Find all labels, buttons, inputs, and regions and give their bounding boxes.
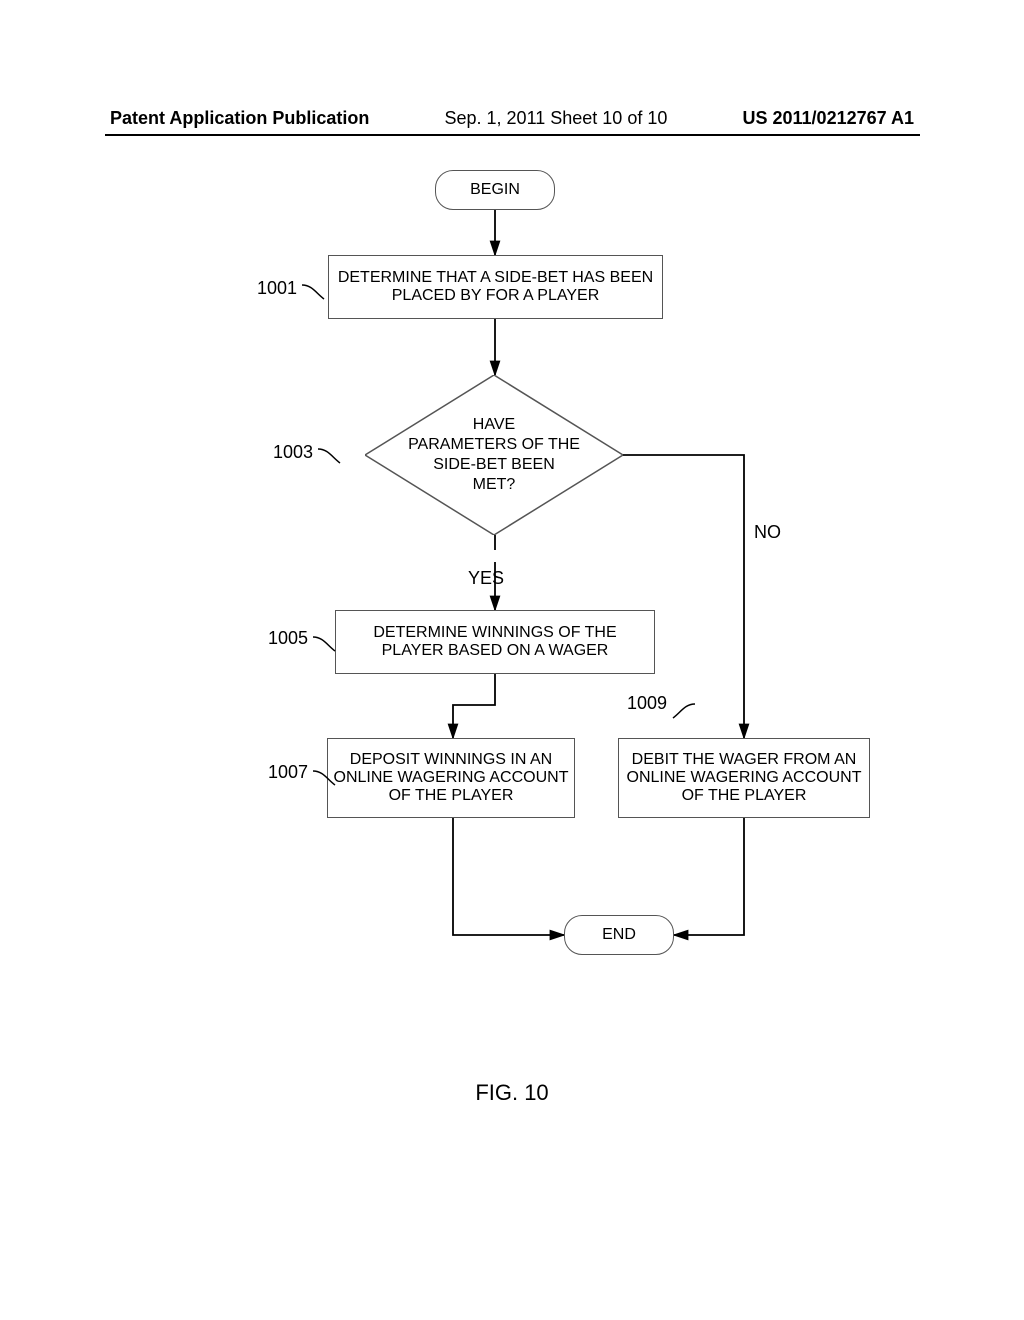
node-step2: DETERMINE WINNINGS OF THEPLAYER BASED ON… (335, 610, 655, 674)
node-step1: DETERMINE THAT A SIDE-BET HAS BEENPLACED… (328, 255, 663, 319)
tick-t1003 (316, 447, 344, 467)
page: Patent Application Publication Sep. 1, 2… (0, 0, 1024, 1320)
header-left: Patent Application Publication (110, 108, 369, 129)
header-center: Sep. 1, 2011 Sheet 10 of 10 (445, 108, 668, 129)
ref-1003: 1003 (273, 442, 313, 463)
flowchart: BEGIN DETERMINE THAT A SIDE-BET HAS BEENP… (0, 160, 1024, 960)
tick-t1009 (671, 702, 699, 722)
node-step4: DEBIT THE WAGER FROM ANONLINE WAGERING A… (618, 738, 870, 818)
ref-1005: 1005 (268, 628, 308, 649)
node-end: END (564, 915, 674, 955)
ref-1001: 1001 (257, 278, 297, 299)
figure-caption: FIG. 10 (0, 1080, 1024, 1106)
node-dec: HAVEPARAMETERS OF THESIDE-BET BEENMET? (365, 375, 623, 535)
edge-label-yes: YES (468, 568, 504, 589)
header-right: US 2011/0212767 A1 (743, 108, 914, 129)
ref-1007: 1007 (268, 762, 308, 783)
tick-t1005 (311, 635, 339, 655)
node-begin: BEGIN (435, 170, 555, 210)
header-rule (105, 134, 920, 136)
tick-t1007 (311, 769, 339, 789)
edge-label-no: NO (754, 522, 781, 543)
page-header: Patent Application Publication Sep. 1, 2… (0, 108, 1024, 129)
node-step3: DEPOSIT WINNINGS IN ANONLINE WAGERING AC… (327, 738, 575, 818)
ref-1009: 1009 (627, 693, 667, 714)
tick-t1001 (300, 283, 328, 303)
